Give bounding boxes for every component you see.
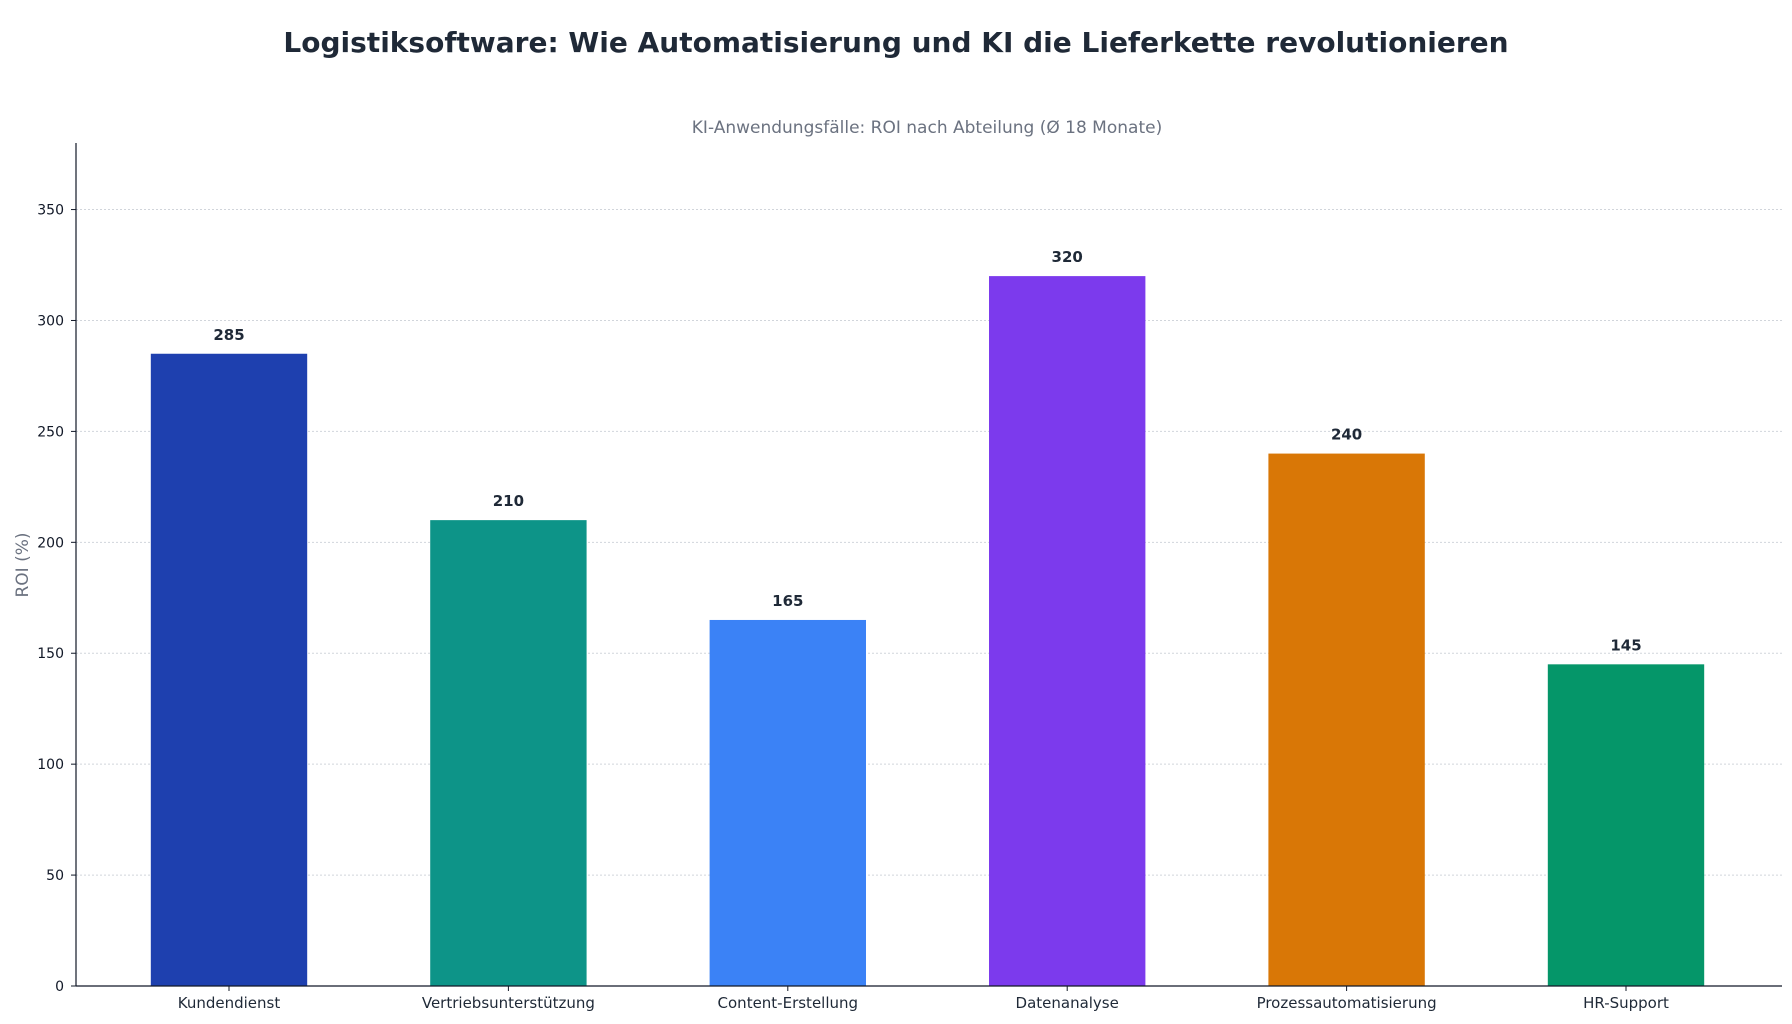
bar-datenanalyse xyxy=(989,276,1146,987)
bar-value-label: 145 xyxy=(1610,636,1641,654)
chart-title: Logistiksoftware: Wie Automatisierung un… xyxy=(283,26,1508,59)
x-tick-label: Datenanalyse xyxy=(1016,994,1119,1012)
bar-hr-support xyxy=(1547,664,1705,986)
y-tick-label: 300 xyxy=(37,313,64,329)
bar-vertriebsunterstützung xyxy=(430,520,587,986)
y-tick-label: 100 xyxy=(37,757,64,773)
bar-content-erstellung xyxy=(709,619,866,986)
bar-value-label: 285 xyxy=(213,326,244,344)
y-tick-label: 250 xyxy=(37,424,64,440)
chart-subtitle: KI-Anwendungsfälle: ROI nach Abteilung (… xyxy=(692,118,1162,138)
y-tick-label: 50 xyxy=(46,868,64,884)
y-tick-label: 150 xyxy=(37,646,64,662)
value-labels: 285 210 165 320 240 145 xyxy=(213,248,1641,654)
y-axis-label: ROI (%) xyxy=(13,532,33,597)
x-tick-label: Prozessautomatisierung xyxy=(1257,994,1437,1012)
y-tick-label: 350 xyxy=(37,203,64,219)
y-tick-label: 0 xyxy=(55,979,64,995)
bars xyxy=(150,276,1705,987)
bar-value-label: 320 xyxy=(1052,248,1083,266)
x-tick-label: HR-Support xyxy=(1583,994,1669,1012)
bar-prozessautomatisierung xyxy=(1268,453,1425,986)
y-tick-label: 200 xyxy=(37,535,64,551)
gridlines xyxy=(76,209,1782,876)
x-axis-ticks: Kundendienst Vertriebsunterstützung Conten… xyxy=(178,986,1669,1012)
bar-value-label: 165 xyxy=(772,592,803,610)
x-tick-label: Content-Erstellung xyxy=(718,994,859,1012)
x-tick-label: Kundendienst xyxy=(178,994,281,1012)
axes xyxy=(75,143,1782,987)
bar-kundendienst xyxy=(150,353,308,986)
bar-value-label: 240 xyxy=(1331,426,1362,444)
x-tick-label: Vertriebsunterstützung xyxy=(422,994,595,1012)
bar-value-label: 210 xyxy=(493,492,524,510)
y-axis-ticks: 0 50 100 150 200 250 300 350 xyxy=(37,203,76,995)
